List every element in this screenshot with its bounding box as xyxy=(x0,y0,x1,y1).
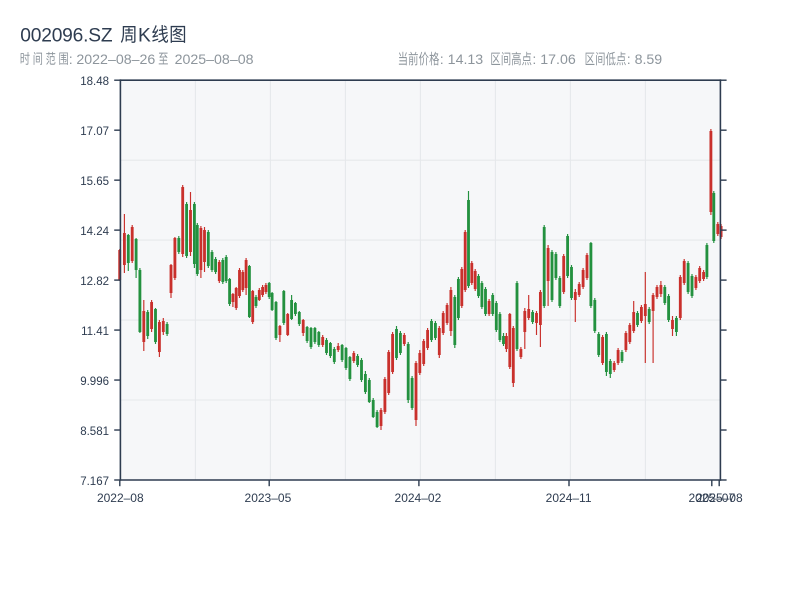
svg-text:11.41: 11.41 xyxy=(81,326,109,338)
svg-text:7.167: 7.167 xyxy=(80,476,109,488)
svg-text:2023–05: 2023–05 xyxy=(245,491,292,505)
svg-text:9.996: 9.996 xyxy=(80,376,109,388)
svg-text:2025–07: 2025–07 xyxy=(688,491,735,505)
svg-text:2025–08–08: 2025–08–08 xyxy=(175,52,254,68)
svg-text:18.48: 18.48 xyxy=(80,76,109,88)
svg-text:: 14.13: : 14.13 xyxy=(440,52,483,68)
svg-text:K: K xyxy=(138,25,151,46)
svg-text:2025–08: 2025–08 xyxy=(696,491,743,505)
svg-text:8.581: 8.581 xyxy=(80,426,109,438)
svg-text:12.82: 12.82 xyxy=(80,276,109,288)
svg-text::: : xyxy=(69,52,73,68)
svg-text:: 8.59: : 8.59 xyxy=(627,52,663,68)
svg-text:002096.SZ: 002096.SZ xyxy=(20,25,113,46)
svg-text:14.24: 14.24 xyxy=(80,226,109,238)
svg-text:2022–08: 2022–08 xyxy=(97,491,144,505)
svg-text:2024–02: 2024–02 xyxy=(395,491,442,505)
svg-text:17.07: 17.07 xyxy=(80,126,109,138)
svg-text:2024–11: 2024–11 xyxy=(546,491,592,505)
svg-text:2022–08–26: 2022–08–26 xyxy=(76,52,155,68)
svg-text:15.65: 15.65 xyxy=(80,176,109,188)
svg-text:: 17.06: : 17.06 xyxy=(532,52,575,68)
